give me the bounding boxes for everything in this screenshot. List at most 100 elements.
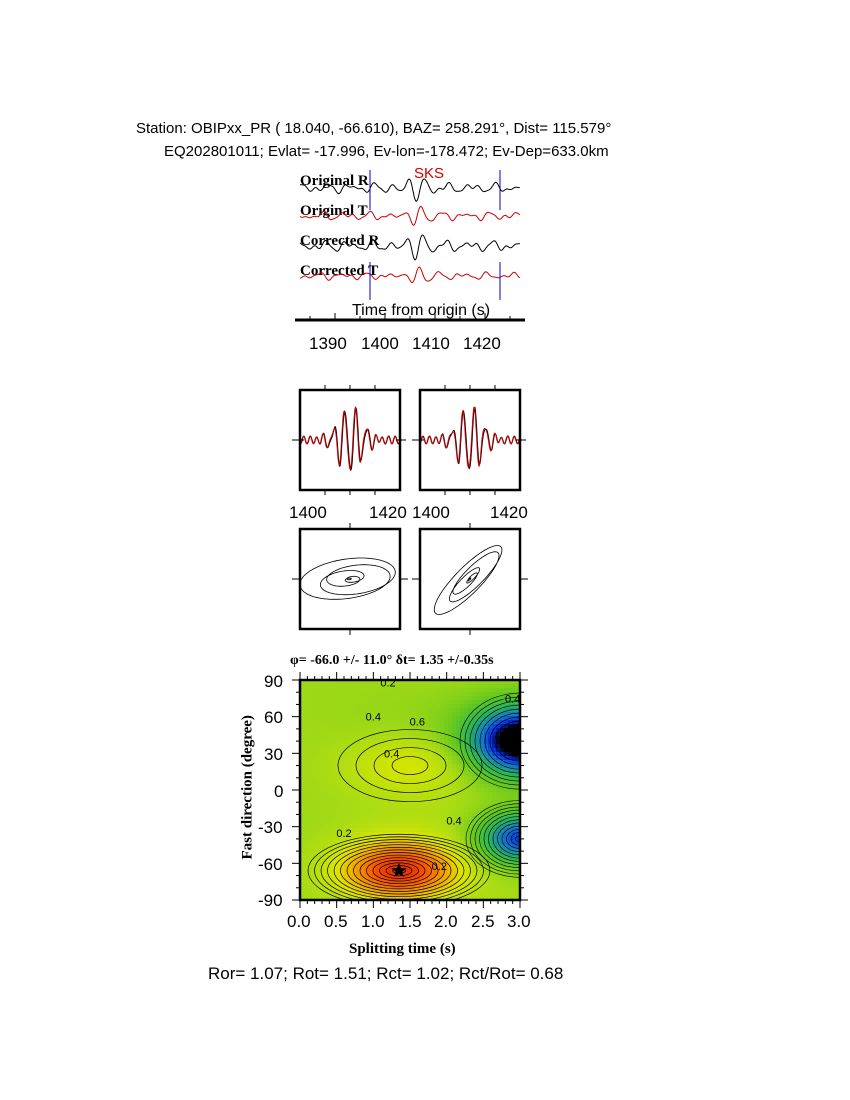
heatmap-cell [404, 740, 409, 745]
heatmap-cell [360, 716, 365, 721]
heatmap-cell [372, 688, 377, 693]
heatmap-cell [516, 744, 520, 749]
heatmap-cell [388, 736, 393, 741]
heatmap-cell [496, 696, 501, 701]
heatmap-cell [336, 728, 341, 733]
heatmap-cell [468, 808, 473, 813]
heatmap-cell [416, 716, 421, 721]
heatmap-cell [444, 724, 449, 729]
heatmap-cell [336, 700, 341, 705]
heatmap-cell [388, 888, 393, 893]
heatmap-cell [304, 780, 309, 785]
heatmap-cell [328, 696, 333, 701]
heatmap-cell [304, 684, 309, 689]
heatmap-cell [348, 728, 353, 733]
heatmap-cell [396, 848, 401, 853]
heatmap-cell [344, 828, 349, 833]
heatmap-cell [480, 772, 485, 777]
heatmap-cell [436, 712, 441, 717]
heatmap-cell [328, 684, 333, 689]
heatmap-cell [508, 800, 513, 805]
heatmap-cell [480, 792, 485, 797]
heatmap-cell [356, 828, 361, 833]
heatmap-cell [420, 680, 425, 685]
heatmap-cell [500, 768, 505, 773]
pm-wave-tick-label: 1400 [412, 503, 450, 522]
heatmap-cell [464, 792, 469, 797]
heatmap-cell [492, 864, 497, 869]
heatmap-cell [436, 800, 441, 805]
heatmap-cell [452, 892, 457, 897]
heatmap-cell [368, 896, 373, 900]
heatmap-cell [300, 852, 305, 857]
heatmap-cell [376, 724, 381, 729]
heatmap-cell [312, 832, 317, 837]
heatmap-cell [340, 804, 345, 809]
heatmap-cell [372, 684, 377, 689]
heatmap-cell [432, 696, 437, 701]
heatmap-cell [356, 740, 361, 745]
heatmap-cell [444, 704, 449, 709]
heatmap-cell [496, 828, 501, 833]
heatmap-cell [324, 872, 329, 877]
heatmap-cell [376, 836, 381, 841]
grid-x-tick: 2.5 [471, 912, 495, 931]
heatmap-cell [376, 884, 381, 889]
heatmap-cell [368, 808, 373, 813]
heatmap-cell [476, 864, 481, 869]
heatmap-cell [400, 888, 405, 893]
heatmap-cell [360, 704, 365, 709]
heatmap-cell [356, 748, 361, 753]
heatmap-cell [444, 808, 449, 813]
heatmap-cell [500, 820, 505, 825]
heatmap-cell [396, 888, 401, 893]
heatmap-cell [340, 812, 345, 817]
contour-line [340, 846, 458, 895]
heatmap-cell [308, 704, 313, 709]
heatmap-cell [488, 800, 493, 805]
heatmap-cell [440, 800, 445, 805]
heatmap-cell [368, 788, 373, 793]
heatmap-cell [448, 752, 453, 757]
heatmap-cell [324, 696, 329, 701]
heatmap-cell [512, 684, 517, 689]
heatmap-cell [444, 744, 449, 749]
heatmap-cell [432, 840, 437, 845]
heatmap-cell [316, 704, 321, 709]
heatmap-cell [412, 760, 417, 765]
heatmap-cell [472, 748, 477, 753]
heatmap-cell [484, 692, 489, 697]
heatmap-cell [376, 828, 381, 833]
heatmap-cell [300, 864, 305, 869]
heatmap-cell [312, 748, 317, 753]
heatmap-cell [436, 856, 441, 861]
heatmap-cell [384, 744, 389, 749]
heatmap-cell [356, 832, 361, 837]
heatmap-cell [440, 860, 445, 865]
heatmap-cell [348, 716, 353, 721]
heatmap-cell [464, 740, 469, 745]
heatmap-cell [496, 780, 501, 785]
heatmap-cell [344, 764, 349, 769]
heatmap-cell [384, 684, 389, 689]
heatmap-cell [428, 760, 433, 765]
heatmap-cell [464, 776, 469, 781]
heatmap-cell [316, 884, 321, 889]
contour-line [355, 738, 465, 793]
heatmap-cell [364, 756, 369, 761]
heatmap-cell [352, 832, 357, 837]
heatmap-cell [384, 708, 389, 713]
heatmap-cell [452, 824, 457, 829]
heatmap-cell [336, 780, 341, 785]
heatmap-cell [424, 864, 429, 869]
heatmap-cell [388, 744, 393, 749]
heatmap-cell [396, 760, 401, 765]
heatmap-cell [352, 864, 357, 869]
heatmap-cell [496, 704, 501, 709]
heatmap-cell [472, 868, 477, 873]
heatmap-cell [464, 880, 469, 885]
heatmap-cell [308, 772, 313, 777]
heatmap-cell [328, 728, 333, 733]
heatmap-cell [412, 812, 417, 817]
heatmap-cell [492, 844, 497, 849]
